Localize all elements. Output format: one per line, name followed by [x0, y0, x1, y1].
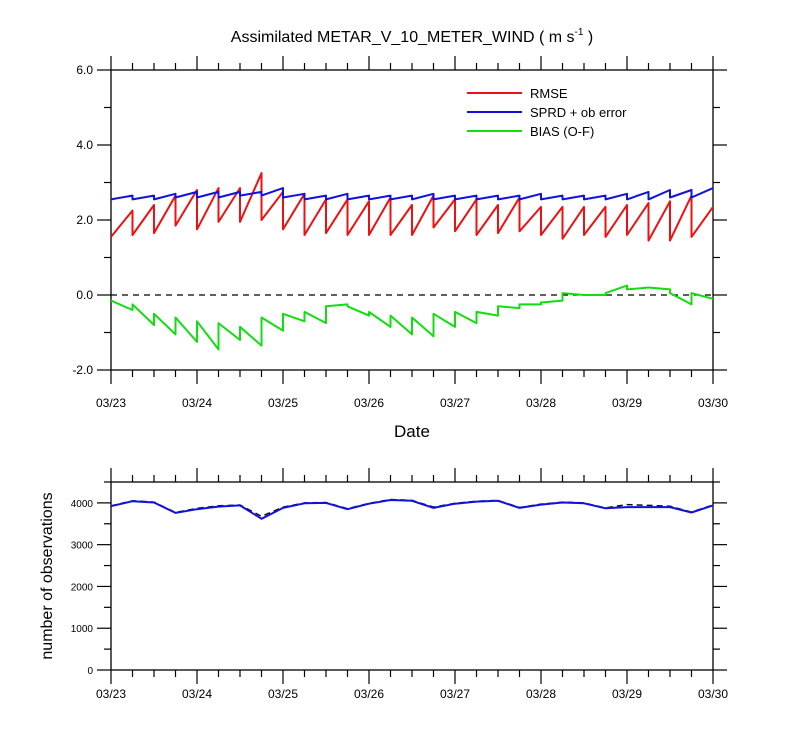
top-series-lines: [110, 172, 714, 351]
x-tick-label: 03/29: [612, 396, 642, 410]
bottom-series-lines: [110, 498, 714, 520]
series-line-bias-o-f: [110, 284, 714, 351]
legend-label: RMSE: [530, 86, 568, 101]
series-line-sprd-ob-error: [110, 187, 714, 201]
legend: RMSE SPRD + ob error BIAS (O-F): [467, 86, 627, 139]
bottom-chart-panel: 03/23 03/24 03/25 03/26 03/27 03/28 03/29 03/30…: [39, 468, 728, 701]
legend-label: SPRD + ob error: [530, 105, 627, 120]
x-axis-label: Date: [394, 422, 430, 441]
x-tick-label: 03/27: [440, 687, 470, 701]
x-tick-label: 03/26: [354, 396, 384, 410]
y-tick-label: 1000: [71, 624, 94, 635]
x-tick-label: 03/24: [182, 396, 212, 410]
x-tick-label: 03/30: [698, 396, 728, 410]
bottom-plot-frame: [110, 481, 714, 671]
x-tick-label: 03/23: [96, 687, 126, 701]
series-line-rmse: [110, 172, 714, 242]
x-tick-label: 03/25: [268, 687, 298, 701]
y-tick-label: 6.0: [76, 63, 93, 77]
y-tick-label: 0: [87, 666, 93, 677]
x-tick-label: 03/24: [182, 687, 212, 701]
y-tick-label: 2000: [71, 582, 94, 593]
x-tick-label: 03/25: [268, 396, 298, 410]
y-tick-label: -2.0: [72, 363, 93, 377]
x-tick-label: 03/26: [354, 687, 384, 701]
top-axis-ticks: 03/23 03/24 03/25 03/26 03/27 03/28 03/29 03/30…: [72, 56, 728, 410]
y-tick-label: 4000: [71, 499, 94, 510]
x-tick-label: 03/23: [96, 396, 126, 410]
x-tick-label: 03/30: [698, 687, 728, 701]
x-tick-label: 03/28: [526, 396, 556, 410]
x-tick-label: 03/28: [526, 687, 556, 701]
legend-label: BIAS (O-F): [530, 124, 594, 139]
x-tick-label: 03/29: [612, 687, 642, 701]
x-tick-label: 03/27: [440, 396, 470, 410]
y-tick-label: 4.0: [76, 138, 93, 152]
y-tick-label: 0.0: [76, 288, 93, 302]
y-axis-label-observations: number of observations: [39, 492, 56, 659]
bottom-axis-ticks: 03/23 03/24 03/25 03/26 03/27 03/28 03/29 03/30…: [71, 468, 728, 701]
y-tick-label: 3000: [71, 541, 94, 552]
top-chart-panel: Assimilated METAR_V_10_METER_WIND ( m s-…: [72, 27, 728, 441]
series-line-obs-used: [110, 499, 714, 520]
y-tick-label: 2.0: [76, 213, 93, 227]
chart-title: Assimilated METAR_V_10_METER_WIND ( m s-…: [231, 27, 593, 46]
